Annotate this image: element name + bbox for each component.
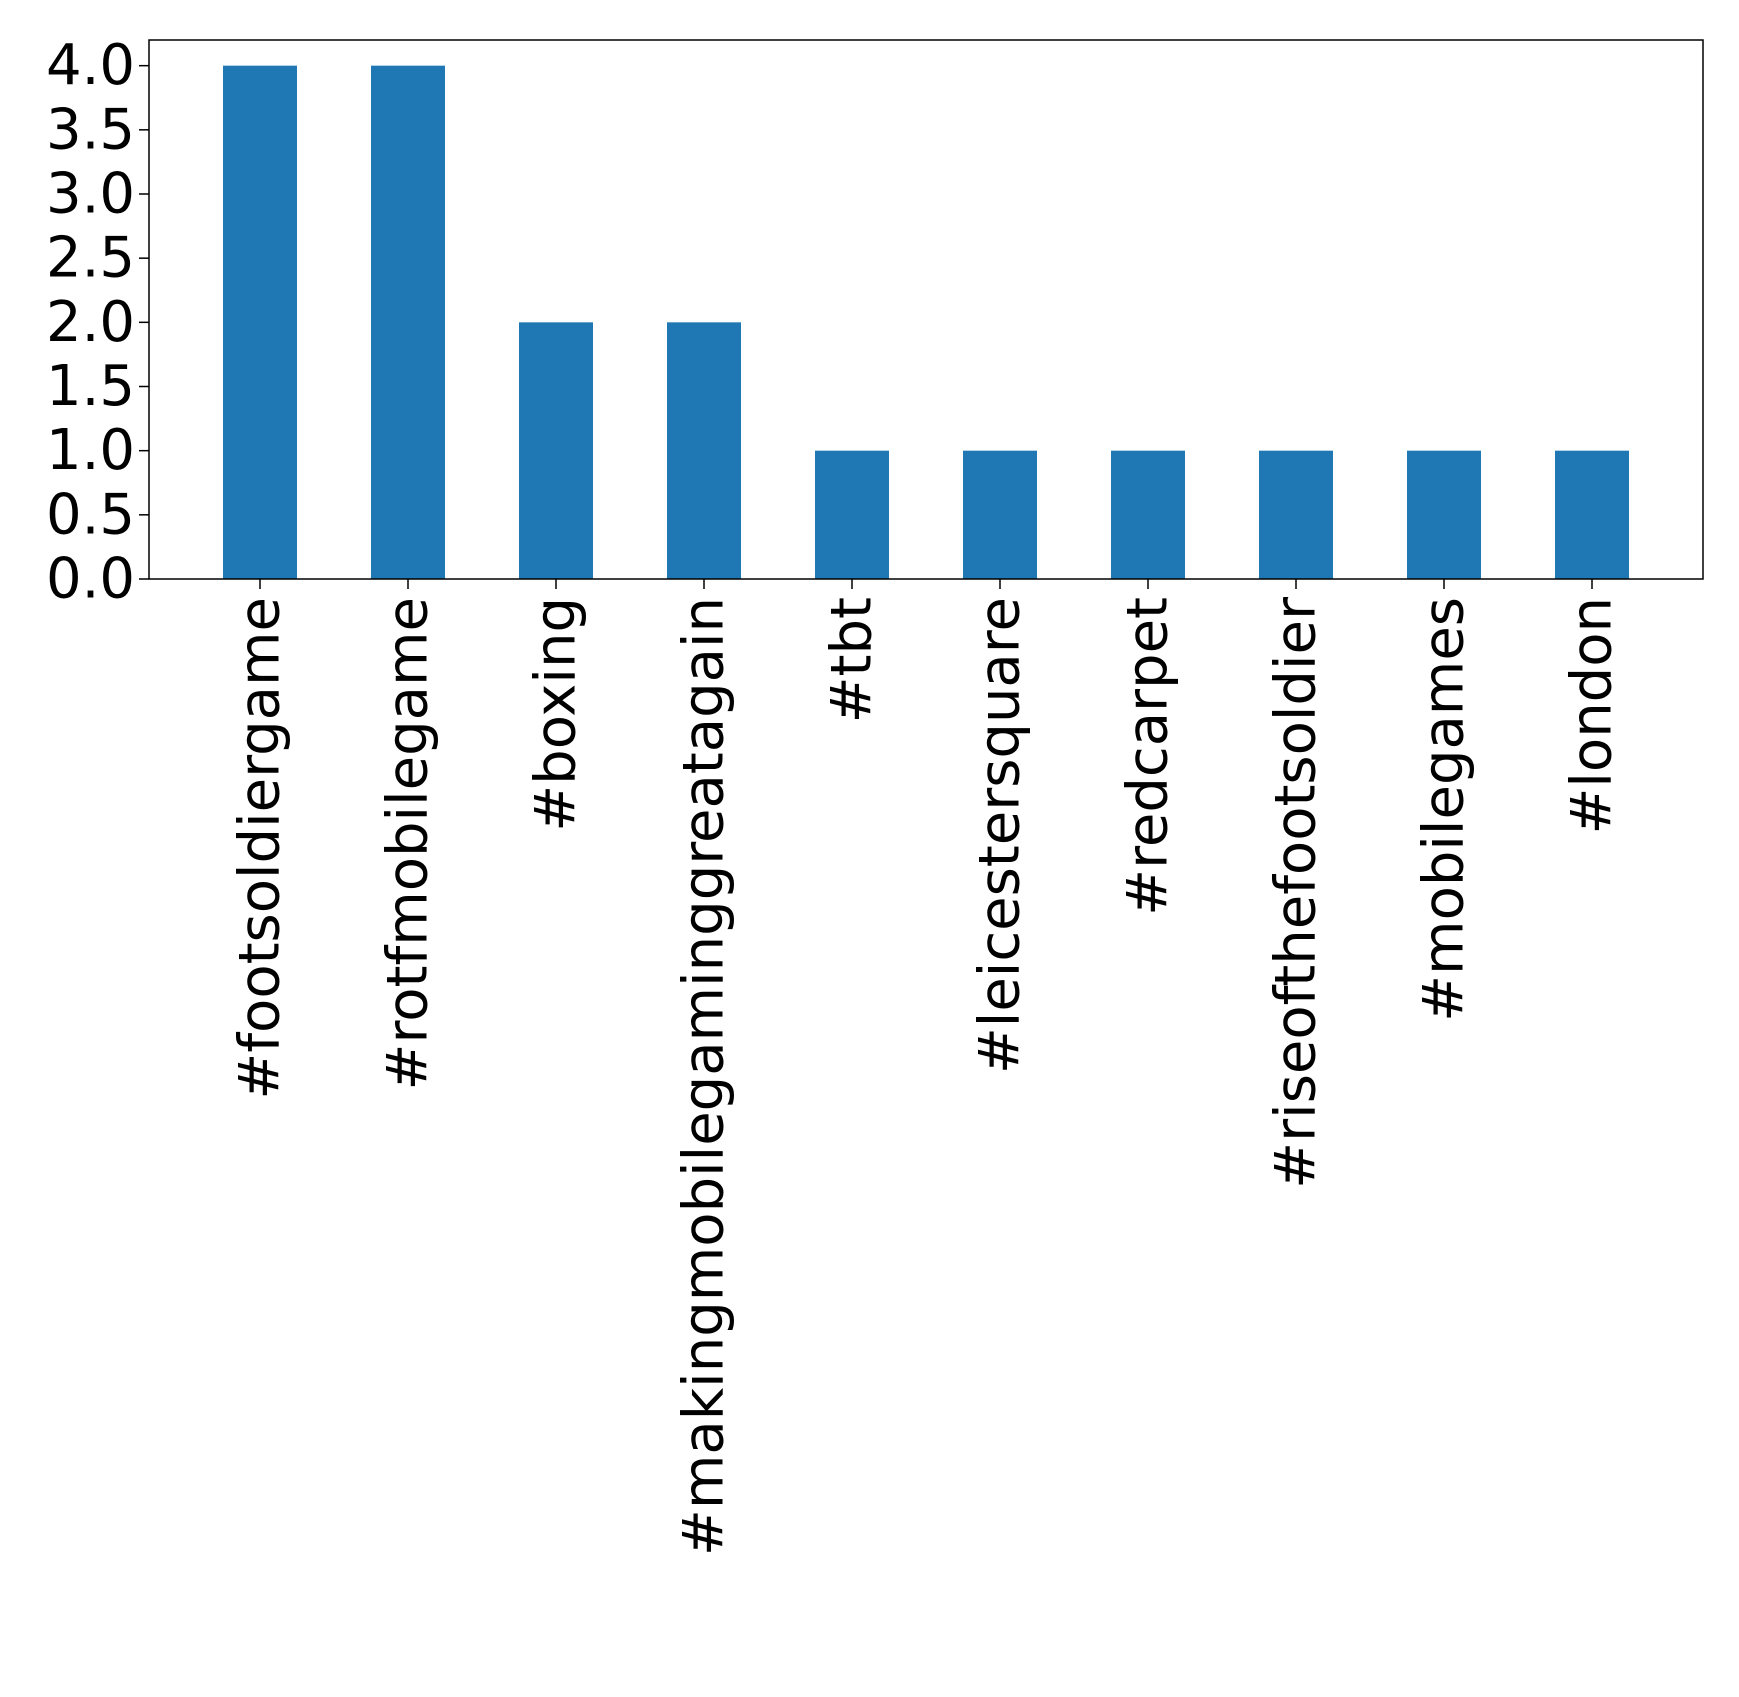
plot-frame [148,39,1704,580]
x-tick-label: #london [1560,597,1625,835]
y-tick-label: 0.5 [46,482,135,547]
bar-london [1555,450,1629,579]
x-axis: #footsoldiergame #rotfmobilegame #boxing #m… [228,579,1625,1556]
bar-boxing [519,322,593,579]
y-tick-label: 2.0 [46,290,135,355]
x-tick-label: #redcarpet [1116,597,1181,916]
x-tick-label: #footsoldiergame [228,597,293,1100]
x-tick-label: #makingmobilegaminggreatagain [672,597,737,1556]
bar-riseofthefootsoldier [1259,450,1333,579]
y-axis: 0.00.51.01.52.02.53.03.54.0 [46,33,149,612]
x-tick-label: #mobilegames [1412,597,1477,1022]
bar-tbt [815,450,889,579]
bar-makingmobilegaminggreatagain [667,322,741,579]
y-tick-label: 4.0 [46,33,135,98]
bar-mobilegames [1407,450,1481,579]
x-tick-label: #leicestersquare [968,597,1033,1074]
y-tick-label: 3.5 [46,97,135,162]
y-tick-label: 3.0 [46,162,135,227]
bar-redcarpet [1111,450,1185,579]
y-tick-label: 2.5 [46,226,135,291]
x-tick-label: #riseofthefootsoldier [1264,596,1329,1189]
y-tick-label: 1.5 [46,354,135,419]
x-tick-label: #rotfmobilegame [376,597,441,1090]
y-tick-label: 0.0 [46,547,135,612]
bar-leicestersquare [963,450,1037,579]
bar-footsoldiergame [223,65,297,580]
y-tick-label: 1.0 [46,418,135,483]
bar-rotfmobilegame [371,65,445,580]
bars-layer [223,65,1629,580]
x-tick-label: #tbt [820,597,885,723]
x-tick-label: #boxing [524,597,589,832]
